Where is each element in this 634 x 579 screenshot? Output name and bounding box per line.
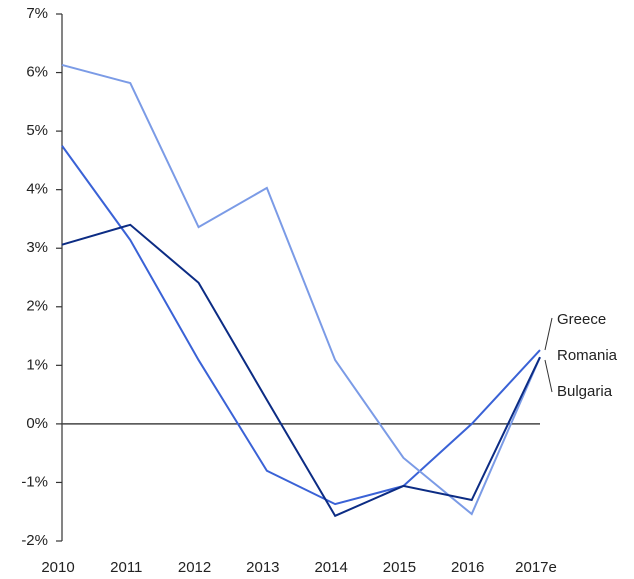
x-tick-label: 2016 xyxy=(451,559,484,576)
y-tick-label: 4% xyxy=(26,181,48,198)
y-tick-label: 0% xyxy=(26,415,48,432)
y-tick-label: 6% xyxy=(26,64,48,81)
y-tick-label: 7% xyxy=(26,5,48,22)
y-tick-label: 1% xyxy=(26,356,48,373)
y-tick-label: -2% xyxy=(21,532,48,549)
series-line xyxy=(61,63,541,516)
x-tick-label: 2012 xyxy=(178,559,211,576)
legend-label: Greece xyxy=(557,311,606,328)
leader-line xyxy=(544,359,553,393)
y-tick-label: 3% xyxy=(26,239,48,256)
x-tick-label: 2011 xyxy=(110,559,142,576)
series-line xyxy=(61,145,541,506)
x-tick-label: 2014 xyxy=(314,559,347,576)
series-line xyxy=(61,223,541,518)
leader-line xyxy=(544,317,553,351)
legend-label: Bulgaria xyxy=(557,383,613,400)
x-tick-label: 2010 xyxy=(41,559,74,576)
x-tick-label: 2017e xyxy=(515,559,557,576)
y-tick-label: 2% xyxy=(26,298,48,315)
legend-label: Romania xyxy=(557,347,618,364)
y-tick-label: 5% xyxy=(26,122,48,139)
x-tick-label: 2013 xyxy=(246,559,279,576)
x-tick-label: 2015 xyxy=(383,559,416,576)
y-tick-label: -1% xyxy=(21,473,48,490)
